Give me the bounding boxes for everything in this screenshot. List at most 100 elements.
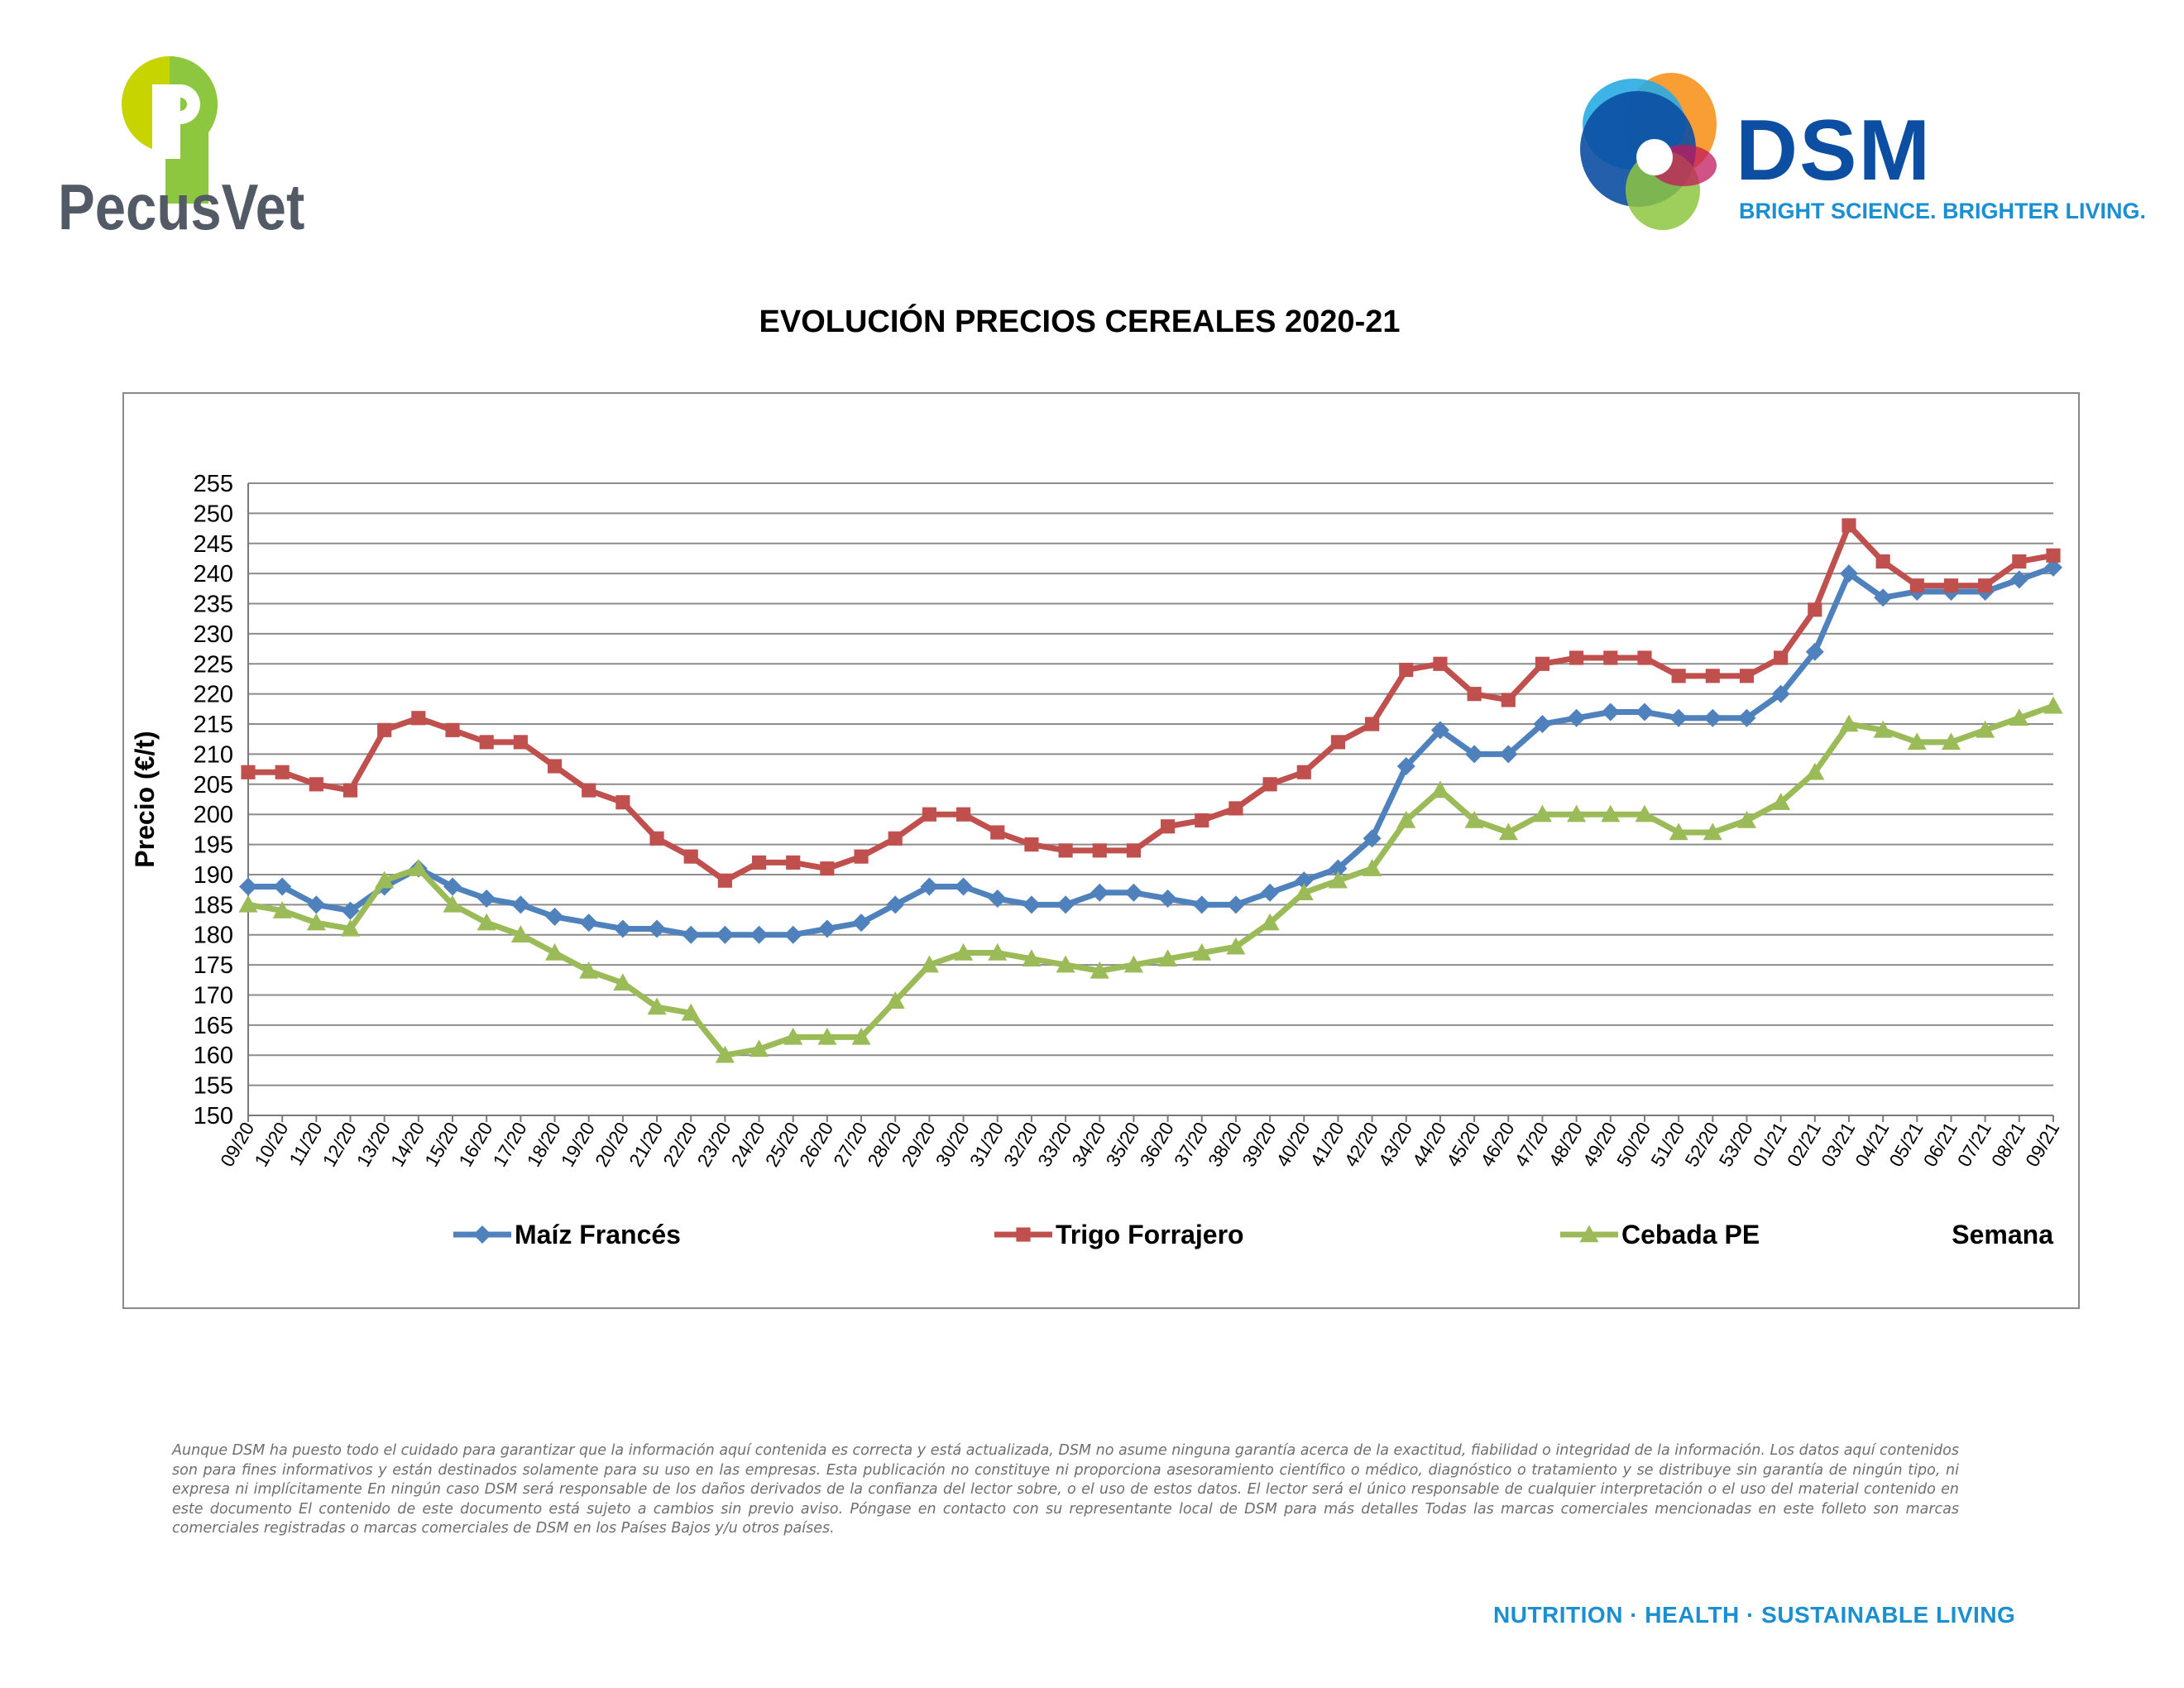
x-tick-label: 39/20 bbox=[1238, 1119, 1280, 1171]
legend-marker-cebada-pe bbox=[1579, 1225, 1599, 1243]
y-tick-label: 215 bbox=[194, 712, 233, 738]
x-tick-label: 45/20 bbox=[1442, 1119, 1484, 1171]
y-tick-label: 200 bbox=[194, 802, 233, 828]
x-tick-label: 18/20 bbox=[523, 1119, 565, 1171]
data-point-maiz-frances bbox=[545, 907, 564, 926]
data-point-cebada-pe bbox=[1703, 822, 1722, 841]
x-tick-label: 52/20 bbox=[1680, 1119, 1722, 1171]
x-tick-label: 32/20 bbox=[999, 1119, 1042, 1171]
data-point-maiz-frances bbox=[1430, 721, 1449, 740]
data-point-maiz-frances bbox=[1874, 588, 1893, 607]
data-point-trigo-forrajero bbox=[1262, 777, 1277, 792]
legend-marker-trigo-forrajero bbox=[1016, 1227, 1031, 1242]
data-point-trigo-forrajero bbox=[582, 783, 596, 798]
data-point-trigo-forrajero bbox=[342, 783, 358, 798]
data-point-maiz-frances bbox=[682, 925, 701, 944]
data-point-trigo-forrajero bbox=[1774, 650, 1789, 665]
data-point-cebada-pe bbox=[749, 1039, 769, 1057]
data-point-trigo-forrajero bbox=[1569, 650, 1584, 665]
data-point-trigo-forrajero bbox=[1603, 650, 1618, 665]
x-tick-label: 50/20 bbox=[1612, 1119, 1655, 1171]
data-point-trigo-forrajero bbox=[1195, 813, 1209, 828]
data-point-cebada-pe bbox=[1601, 804, 1621, 822]
data-point-cebada-pe bbox=[409, 859, 429, 876]
data-point-maiz-frances bbox=[817, 919, 836, 938]
x-tick-label: 44/20 bbox=[1408, 1119, 1450, 1171]
data-point-maiz-frances bbox=[716, 925, 735, 944]
data-point-trigo-forrajero bbox=[683, 849, 698, 864]
data-point-maiz-frances bbox=[1090, 883, 1109, 902]
data-point-maiz-frances bbox=[579, 914, 598, 933]
x-tick-label: 16/20 bbox=[454, 1119, 496, 1171]
x-tick-label: 41/20 bbox=[1305, 1119, 1348, 1171]
data-point-trigo-forrajero bbox=[922, 807, 936, 822]
data-point-trigo-forrajero bbox=[1943, 578, 1959, 593]
data-point-cebada-pe bbox=[919, 955, 939, 973]
footer-slogan: NUTRITION · HEALTH · SUSTAINABLE LIVING bbox=[1493, 1602, 2016, 1628]
data-point-trigo-forrajero bbox=[547, 759, 563, 774]
data-point-maiz-frances bbox=[1396, 756, 1415, 775]
x-tick-label: 36/20 bbox=[1136, 1119, 1178, 1171]
chart-frame: 150 155 160 165 170 175 180 185 190 195 200 205 210 2… bbox=[122, 392, 2080, 1309]
y-tick-label: 165 bbox=[194, 1013, 233, 1039]
x-tick-label: 20/20 bbox=[591, 1119, 633, 1171]
x-tick-label: 12/20 bbox=[318, 1119, 361, 1171]
data-point-maiz-frances bbox=[1192, 895, 1211, 914]
data-point-maiz-frances bbox=[613, 919, 632, 938]
data-point-cebada-pe bbox=[1873, 720, 1893, 738]
data-point-cebada-pe bbox=[1430, 780, 1450, 798]
data-point-trigo-forrajero bbox=[1161, 819, 1176, 834]
x-tick-label: 14/20 bbox=[386, 1119, 429, 1171]
x-tick-label: 30/20 bbox=[932, 1119, 974, 1171]
data-point-maiz-frances bbox=[1295, 871, 1314, 890]
data-point-maiz-frances bbox=[1737, 708, 1756, 727]
data-point-trigo-forrajero bbox=[1501, 693, 1516, 707]
x-tick-label: 37/20 bbox=[1170, 1119, 1212, 1171]
data-point-maiz-frances bbox=[1703, 708, 1722, 727]
y-tick-label: 240 bbox=[194, 561, 233, 587]
data-point-trigo-forrajero bbox=[1875, 554, 1890, 569]
data-point-cebada-pe bbox=[1056, 955, 1075, 973]
data-point-cebada-pe bbox=[340, 918, 361, 937]
data-point-cebada-pe bbox=[783, 1027, 803, 1045]
data-point-trigo-forrajero bbox=[241, 765, 256, 779]
data-point-trigo-forrajero bbox=[1433, 656, 1448, 671]
data-point-maiz-frances bbox=[511, 895, 530, 914]
y-tick-label: 210 bbox=[194, 741, 233, 768]
data-point-cebada-pe bbox=[1805, 762, 1825, 780]
data-point-trigo-forrajero bbox=[1058, 843, 1073, 858]
data-point-trigo-forrajero bbox=[2046, 548, 2061, 563]
data-point-cebada-pe bbox=[817, 1027, 837, 1045]
data-point-cebada-pe bbox=[477, 913, 496, 931]
data-point-cebada-pe bbox=[238, 894, 258, 913]
x-tick-label: 19/20 bbox=[557, 1119, 599, 1171]
data-point-trigo-forrajero bbox=[1978, 578, 1993, 593]
series-line-maiz-frances bbox=[248, 564, 2055, 938]
data-point-maiz-frances bbox=[988, 890, 1007, 909]
data-point-cebada-pe bbox=[1260, 913, 1280, 931]
x-tick-label: 10/20 bbox=[250, 1119, 292, 1171]
data-point-trigo-forrajero bbox=[1024, 837, 1039, 852]
data-point-trigo-forrajero bbox=[854, 849, 869, 864]
data-point-trigo-forrajero bbox=[1296, 765, 1311, 779]
y-tick-label: 185 bbox=[194, 892, 233, 918]
x-tick-label: 53/20 bbox=[1715, 1119, 1757, 1171]
data-point-cebada-pe bbox=[1464, 810, 1484, 828]
y-tick-label: 195 bbox=[194, 832, 233, 859]
x-tick-label: 43/20 bbox=[1374, 1119, 1416, 1171]
x-tick-label: 08/21 bbox=[1987, 1119, 2029, 1171]
data-point-maiz-frances bbox=[1158, 890, 1177, 909]
data-point-maiz-frances bbox=[1056, 895, 1075, 914]
data-point-cebada-pe bbox=[1976, 720, 1995, 738]
data-point-trigo-forrajero bbox=[1092, 843, 1107, 858]
data-point-cebada-pe bbox=[510, 925, 530, 942]
x-tick-label: 07/21 bbox=[1953, 1119, 1995, 1171]
y-tick-label: 250 bbox=[194, 501, 233, 527]
x-tick-label: 46/20 bbox=[1476, 1119, 1518, 1171]
data-point-trigo-forrajero bbox=[956, 807, 971, 822]
data-point-cebada-pe bbox=[1498, 822, 1518, 841]
data-point-cebada-pe bbox=[2043, 696, 2063, 714]
data-point-maiz-frances bbox=[341, 901, 360, 920]
data-point-maiz-frances bbox=[1124, 883, 1143, 902]
data-point-cebada-pe bbox=[443, 894, 462, 913]
